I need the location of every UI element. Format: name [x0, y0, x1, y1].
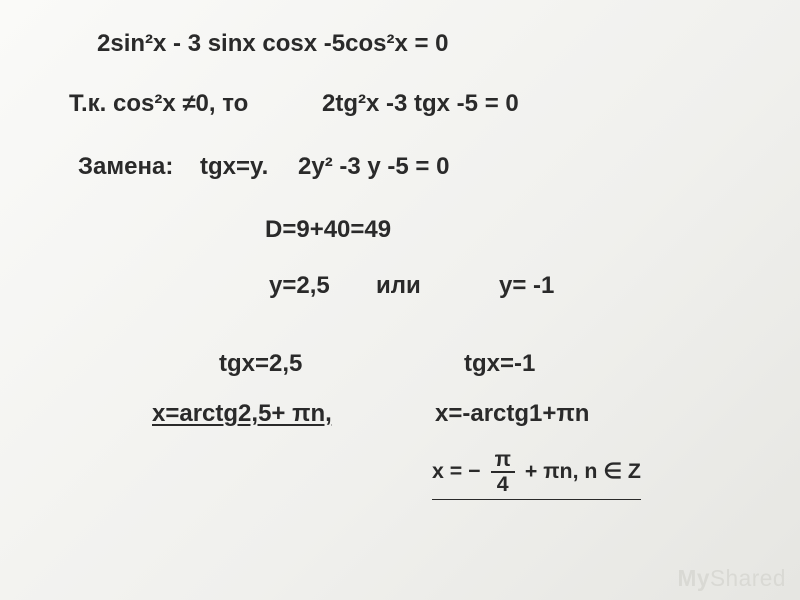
root-y1: y=2,5: [269, 272, 330, 300]
text: или: [376, 272, 421, 299]
solution-2: x=-arctg1+πn: [435, 400, 589, 428]
fraction-numerator: π: [491, 448, 515, 473]
label-substitution: Замена:: [78, 153, 173, 181]
watermark-part2: Shared: [710, 565, 786, 591]
watermark-part1: Мy: [677, 565, 709, 591]
text: y= -1: [499, 272, 554, 299]
equation-tg-form: 2tg²x -3 tgx -5 = 0: [322, 90, 519, 118]
final-suffix: + πn, n ∈ Z: [525, 459, 641, 483]
text: Т.к. сos²x ≠0, то: [69, 90, 248, 117]
final-prefix: x = −: [432, 459, 481, 483]
text: D=9+40=49: [265, 216, 391, 243]
solution-final: x = − π 4 + πn, n ∈ Z: [432, 448, 641, 500]
text: tgx=2,5: [219, 350, 302, 377]
text: tgx=y.: [200, 153, 268, 180]
text: x=-arctg1+πn: [435, 400, 589, 427]
text: 2y² -3 y -5 = 0: [298, 153, 449, 180]
text: 2sin²x - 3 sinx cosx -5cos²x = 0: [97, 30, 449, 57]
substitution-def: tgx=y.: [200, 153, 268, 181]
fraction-pi-over-4: π 4: [491, 448, 515, 497]
tg-eq-2: tgx=-1: [464, 350, 535, 378]
fraction-denominator: 4: [491, 473, 515, 496]
tg-eq-1: tgx=2,5: [219, 350, 302, 378]
text: Замена:: [78, 153, 173, 180]
label-or: или: [376, 272, 421, 300]
text: 2tg²x -3 tgx -5 = 0: [322, 90, 519, 117]
text: tgx=-1: [464, 350, 535, 377]
solution-1: x=arctg2,5+ πn,: [152, 400, 332, 428]
text: y=2,5: [269, 272, 330, 299]
note-cos-nonzero: Т.к. сos²x ≠0, то: [69, 90, 248, 118]
text: x=arctg2,5+ πn,: [152, 400, 332, 427]
equation-original: 2sin²x - 3 sinx cosx -5cos²x = 0: [97, 30, 449, 58]
root-y2: y= -1: [499, 272, 554, 300]
final-expression: x = − π 4 + πn, n ∈ Z: [432, 448, 641, 500]
equation-quadratic: 2y² -3 y -5 = 0: [298, 153, 449, 181]
discriminant: D=9+40=49: [265, 216, 391, 244]
watermark-myshared: МyShared: [677, 565, 786, 592]
